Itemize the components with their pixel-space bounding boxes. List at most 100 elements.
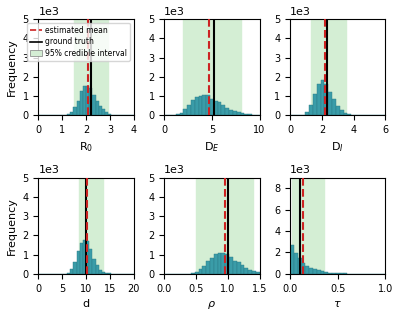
Bar (80, 92, 83, 115)
Bar (321, 272, 324, 274)
Bar (83, 240, 86, 274)
Bar (222, 253, 225, 274)
Bar (298, 258, 302, 274)
Bar (290, 245, 294, 274)
Bar (76, 251, 80, 274)
Bar (347, 114, 351, 115)
Bar (67, 114, 70, 115)
Bar (83, 86, 86, 115)
Bar (96, 100, 99, 115)
Bar (199, 96, 202, 115)
Bar (206, 261, 210, 274)
Bar (74, 19, 108, 115)
Bar (176, 114, 180, 115)
Bar (313, 94, 317, 115)
Bar (187, 106, 191, 115)
Bar (248, 114, 252, 115)
Bar (99, 270, 102, 274)
Bar (80, 243, 83, 274)
Bar (244, 268, 248, 274)
Bar (73, 262, 76, 274)
Bar (302, 263, 306, 274)
Bar (214, 254, 218, 274)
X-axis label: d: d (82, 299, 90, 309)
Bar (108, 114, 112, 115)
X-axis label: $\rho$: $\rho$ (208, 299, 216, 311)
Bar (112, 114, 115, 115)
Bar (89, 88, 92, 115)
Bar (92, 95, 96, 115)
Bar (229, 110, 233, 115)
Bar (336, 106, 340, 115)
Bar (102, 109, 105, 115)
Bar (195, 97, 199, 115)
Bar (240, 265, 244, 274)
Bar (210, 99, 214, 115)
Bar (344, 273, 347, 274)
Bar (229, 257, 233, 274)
Bar (244, 114, 248, 115)
Bar (248, 270, 252, 274)
Bar (237, 262, 240, 274)
Bar (332, 273, 336, 274)
Bar (196, 178, 253, 274)
Bar (313, 269, 317, 274)
Bar (340, 273, 344, 274)
Bar (92, 259, 96, 274)
Bar (89, 249, 92, 274)
Bar (336, 273, 340, 274)
Bar (317, 271, 321, 274)
Bar (79, 178, 103, 274)
Bar (202, 266, 206, 274)
Bar (256, 272, 260, 274)
Bar (214, 100, 218, 115)
X-axis label: R$_0$: R$_0$ (79, 141, 93, 154)
Bar (86, 86, 89, 115)
Bar (237, 112, 240, 115)
Bar (309, 268, 313, 274)
Bar (344, 113, 347, 115)
Bar (233, 261, 237, 274)
Bar (218, 253, 222, 274)
Legend: estimated mean, ground truth, 95% credible interval: estimated mean, ground truth, 95% credib… (27, 23, 130, 61)
Bar (324, 84, 328, 115)
Bar (332, 99, 336, 115)
Bar (105, 273, 108, 274)
Bar (294, 253, 298, 274)
Bar (321, 80, 324, 115)
X-axis label: D$_E$: D$_E$ (204, 141, 220, 154)
Bar (191, 100, 195, 115)
Bar (311, 19, 346, 115)
Bar (195, 272, 199, 274)
X-axis label: $\tau$: $\tau$ (334, 299, 342, 309)
Bar (317, 84, 321, 115)
Bar (86, 241, 89, 274)
Bar (76, 101, 80, 115)
Bar (206, 95, 210, 115)
Bar (222, 105, 225, 115)
Bar (252, 114, 256, 115)
Bar (309, 105, 313, 115)
Bar (292, 178, 324, 274)
Bar (225, 108, 229, 115)
Bar (70, 269, 73, 274)
Bar (306, 266, 309, 274)
Bar (180, 113, 183, 115)
Bar (191, 273, 195, 274)
Bar (73, 107, 76, 115)
Bar (102, 272, 105, 274)
Bar (240, 113, 244, 115)
Bar (252, 271, 256, 274)
Bar (70, 112, 73, 115)
Bar (340, 110, 344, 115)
Bar (183, 109, 187, 115)
Bar (225, 254, 229, 274)
Bar (328, 273, 332, 274)
Bar (328, 92, 332, 115)
Bar (199, 269, 202, 274)
Bar (210, 258, 214, 274)
Bar (67, 273, 70, 274)
Bar (202, 95, 206, 115)
Bar (324, 272, 328, 274)
Bar (105, 112, 108, 115)
